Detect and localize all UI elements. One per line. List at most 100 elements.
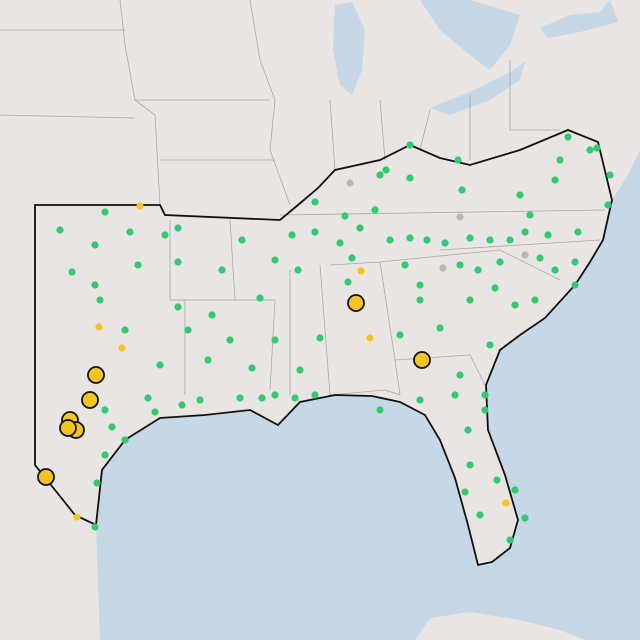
marker[interactable] <box>184 326 192 334</box>
marker[interactable] <box>218 266 226 274</box>
marker[interactable] <box>406 234 414 242</box>
marker[interactable] <box>56 226 64 234</box>
marker[interactable] <box>461 488 469 496</box>
marker[interactable] <box>96 296 104 304</box>
marker[interactable] <box>481 406 489 414</box>
marker[interactable] <box>604 201 612 209</box>
marker[interactable] <box>491 284 499 292</box>
marker[interactable] <box>136 202 144 210</box>
marker[interactable] <box>466 296 474 304</box>
marker[interactable] <box>134 261 142 269</box>
marker[interactable] <box>336 239 344 247</box>
marker[interactable] <box>502 499 510 507</box>
marker[interactable] <box>493 476 501 484</box>
marker[interactable] <box>386 236 394 244</box>
marker[interactable] <box>59 419 77 437</box>
marker[interactable] <box>101 451 109 459</box>
marker[interactable] <box>474 266 482 274</box>
marker[interactable] <box>401 261 409 269</box>
marker[interactable] <box>536 254 544 262</box>
marker[interactable] <box>376 171 384 179</box>
marker[interactable] <box>382 166 390 174</box>
marker[interactable] <box>521 251 529 259</box>
marker[interactable] <box>156 361 164 369</box>
marker[interactable] <box>476 511 484 519</box>
marker[interactable] <box>551 176 559 184</box>
marker[interactable] <box>294 266 302 274</box>
marker[interactable] <box>511 486 519 494</box>
marker[interactable] <box>316 334 324 342</box>
marker[interactable] <box>248 364 256 372</box>
marker[interactable] <box>526 211 534 219</box>
marker[interactable] <box>436 324 444 332</box>
marker[interactable] <box>506 236 514 244</box>
marker[interactable] <box>121 326 129 334</box>
marker[interactable] <box>593 144 601 152</box>
marker[interactable] <box>101 208 109 216</box>
marker[interactable] <box>204 356 212 364</box>
marker[interactable] <box>439 264 447 272</box>
marker[interactable] <box>413 351 431 369</box>
marker[interactable] <box>451 391 459 399</box>
marker[interactable] <box>68 268 76 276</box>
marker[interactable] <box>571 281 579 289</box>
marker[interactable] <box>344 278 352 286</box>
marker[interactable] <box>466 234 474 242</box>
marker[interactable] <box>456 371 464 379</box>
marker[interactable] <box>371 206 379 214</box>
marker[interactable] <box>458 186 466 194</box>
marker[interactable] <box>93 479 101 487</box>
marker[interactable] <box>423 236 431 244</box>
marker[interactable] <box>466 461 474 469</box>
marker[interactable] <box>118 344 126 352</box>
marker[interactable] <box>516 191 524 199</box>
marker[interactable] <box>236 394 244 402</box>
marker[interactable] <box>376 406 384 414</box>
marker[interactable] <box>348 254 356 262</box>
marker[interactable] <box>311 198 319 206</box>
marker[interactable] <box>416 296 424 304</box>
marker[interactable] <box>347 294 365 312</box>
marker[interactable] <box>258 394 266 402</box>
marker[interactable] <box>226 336 234 344</box>
marker[interactable] <box>311 228 319 236</box>
marker[interactable] <box>256 294 264 302</box>
marker[interactable] <box>37 468 55 486</box>
marker[interactable] <box>556 156 564 164</box>
marker[interactable] <box>486 236 494 244</box>
marker[interactable] <box>346 179 354 187</box>
marker[interactable] <box>208 311 216 319</box>
marker[interactable] <box>406 141 414 149</box>
marker[interactable] <box>126 228 134 236</box>
marker[interactable] <box>564 133 572 141</box>
marker[interactable] <box>551 266 559 274</box>
marker[interactable] <box>121 436 129 444</box>
marker[interactable] <box>291 394 299 402</box>
marker[interactable] <box>441 239 449 247</box>
marker[interactable] <box>81 391 99 409</box>
marker[interactable] <box>91 281 99 289</box>
marker[interactable] <box>496 258 504 266</box>
marker[interactable] <box>416 396 424 404</box>
marker[interactable] <box>271 256 279 264</box>
marker[interactable] <box>87 366 105 384</box>
marker[interactable] <box>174 224 182 232</box>
marker[interactable] <box>288 231 296 239</box>
marker[interactable] <box>174 258 182 266</box>
marker[interactable] <box>73 513 81 521</box>
marker[interactable] <box>456 261 464 269</box>
marker[interactable] <box>196 396 204 404</box>
marker[interactable] <box>95 323 103 331</box>
marker[interactable] <box>406 174 414 182</box>
marker[interactable] <box>511 301 519 309</box>
marker[interactable] <box>464 426 472 434</box>
marker[interactable] <box>396 331 404 339</box>
marker[interactable] <box>161 231 169 239</box>
marker[interactable] <box>544 231 552 239</box>
marker[interactable] <box>271 391 279 399</box>
marker[interactable] <box>238 236 246 244</box>
marker[interactable] <box>101 406 109 414</box>
marker[interactable] <box>486 341 494 349</box>
marker[interactable] <box>91 241 99 249</box>
marker[interactable] <box>521 514 529 522</box>
